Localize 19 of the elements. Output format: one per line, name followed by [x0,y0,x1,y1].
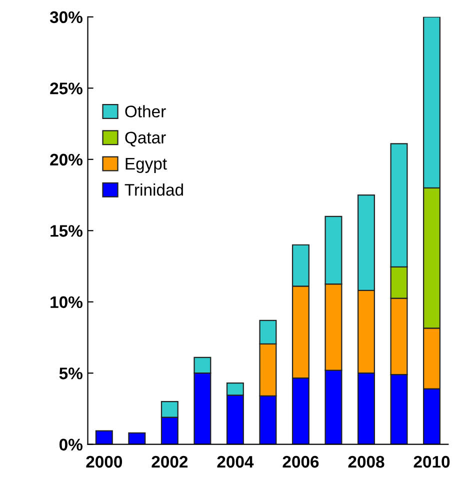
legend-label: Trinidad [124,184,183,196]
y-tick-label: 10% [50,296,82,308]
y-tick-label: 30% [50,11,82,24]
legend-label: Egypt [126,158,167,173]
x-tick-label: 2000 [86,456,122,468]
y-tick-label: 20% [50,154,82,166]
legend-label: Qatar [125,132,166,147]
legend-label: Other [125,105,166,118]
y-tick-label: 25% [50,82,82,94]
x-tick-label: 2004 [217,456,254,468]
y-tick-label: 0% [59,438,82,451]
bar [128,432,146,444]
y-tick-label: 15% [50,225,82,237]
x-tick-label: 2008 [348,456,384,468]
x-tick-label: 2002 [152,456,188,468]
bar [95,430,113,444]
x-tick-label: 2010 [414,456,450,468]
x-tick-label: 2006 [282,456,319,468]
y-tick-label: 5% [59,368,82,380]
